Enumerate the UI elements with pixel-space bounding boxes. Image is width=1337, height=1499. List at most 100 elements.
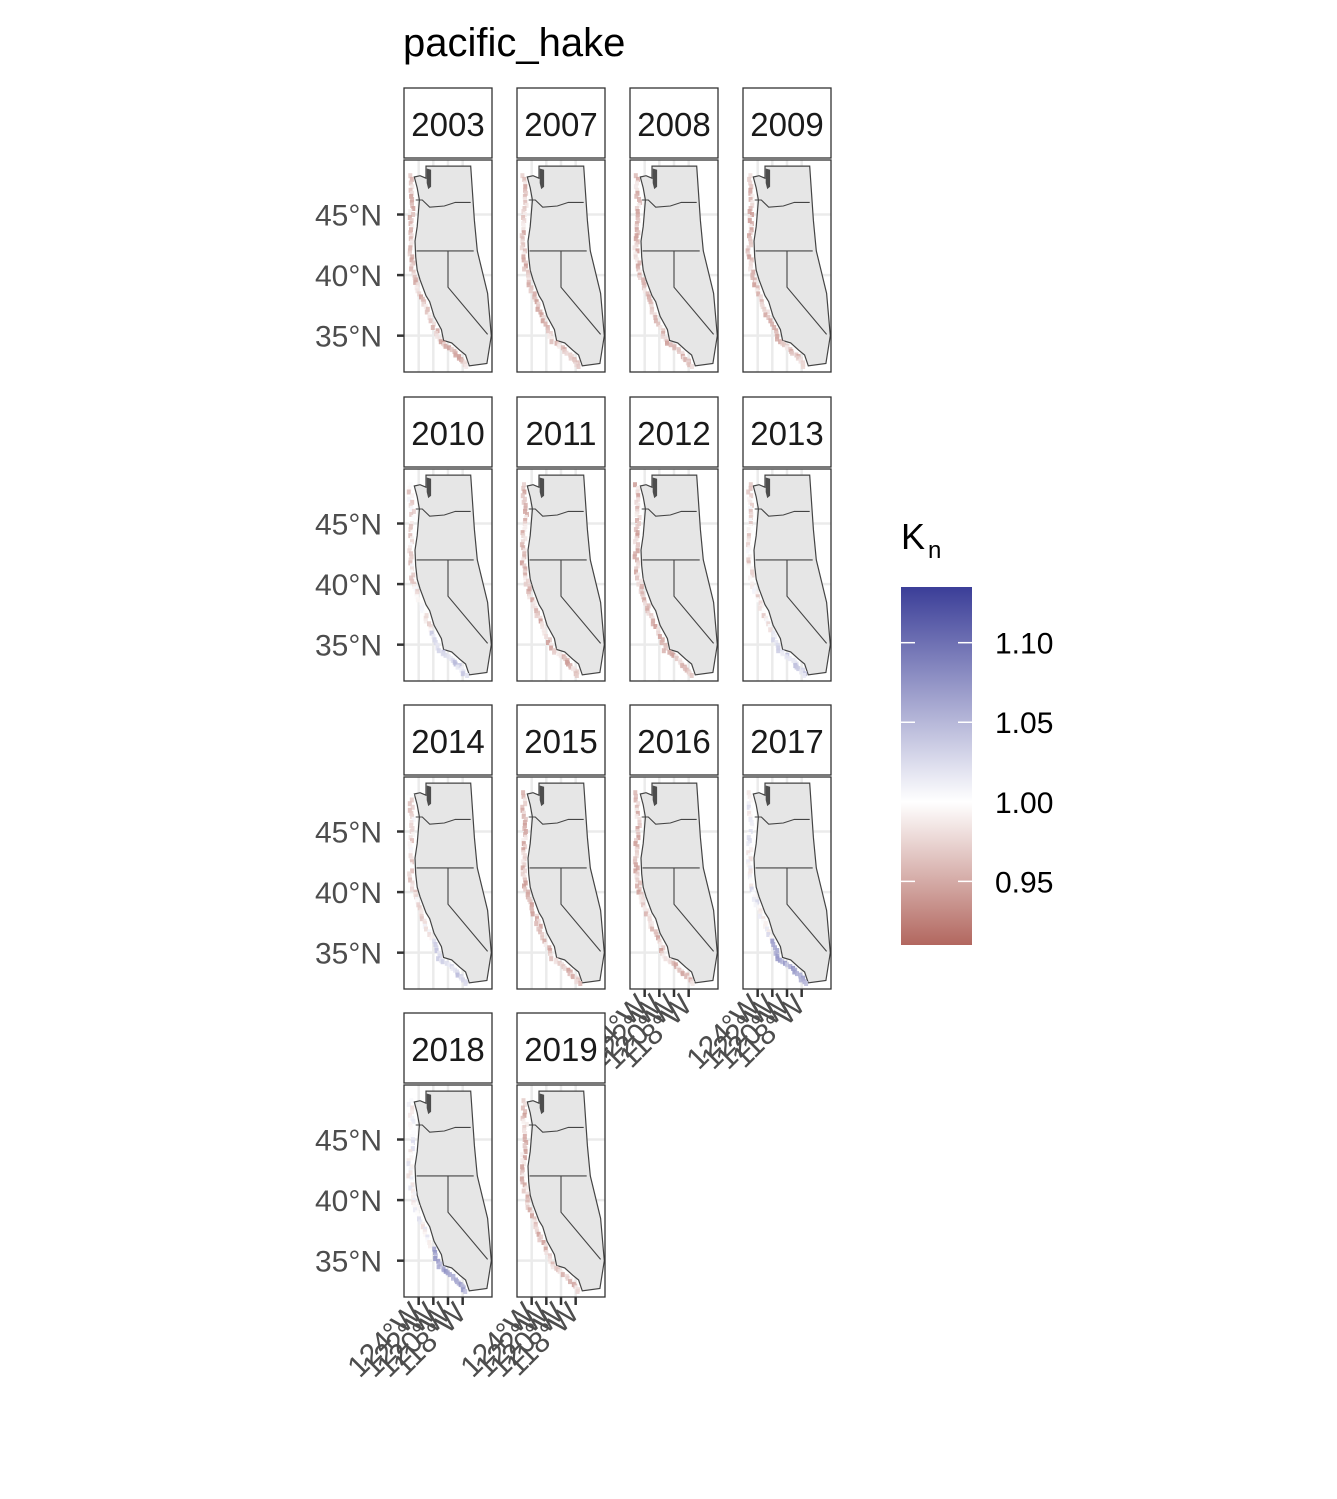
state-border: [641, 199, 697, 208]
kn-cell: [528, 899, 533, 905]
state-border: [673, 867, 715, 952]
kn-cell: [761, 613, 766, 619]
kn-cell: [522, 489, 527, 495]
state-border: [754, 508, 810, 517]
kn-cell: [409, 266, 414, 272]
kn-cell: [409, 551, 413, 557]
kn-cell: [649, 613, 654, 619]
puget-sound: [539, 168, 545, 190]
kn-cell: [637, 816, 642, 822]
kn-cell: [746, 548, 751, 554]
kn-cell: [774, 331, 779, 336]
kn-cell: [661, 328, 666, 334]
kn-cell: [573, 667, 578, 673]
kn-cell: [549, 645, 554, 651]
kn-cell: [410, 804, 415, 810]
state-border: [754, 816, 810, 825]
legend-tick-label: 1.10: [995, 628, 1053, 661]
kn-cell: [424, 926, 428, 932]
kn-cell: [571, 666, 575, 672]
kn-cell: [747, 853, 752, 859]
kn-cell: [634, 853, 639, 859]
kn-cell: [427, 932, 432, 937]
kn-cell: [750, 823, 755, 828]
kn-cell: [527, 594, 532, 600]
kn-cell: [522, 548, 527, 554]
kn-cell: [773, 950, 778, 956]
kn-cell: [446, 654, 451, 660]
kn-cell: [663, 956, 668, 962]
kn-cell: [522, 862, 527, 868]
kn-cell: [407, 251, 412, 257]
kn-cell: [408, 502, 413, 508]
kn-cell: [411, 212, 416, 217]
facet-panel-2009: 2009: [742, 87, 832, 373]
kn-cell: [636, 832, 641, 837]
kn-cell: [522, 266, 527, 272]
kn-cell: [522, 193, 527, 199]
kn-cell: [523, 518, 528, 523]
kn-cell: [634, 227, 639, 233]
panel-border: [403, 468, 493, 682]
kn-cell: [635, 248, 640, 254]
kn-cell: [746, 801, 751, 807]
kn-cell: [634, 838, 638, 844]
kn-cell: [748, 190, 753, 196]
kn-cell: [408, 482, 413, 488]
kn-cell: [427, 621, 431, 627]
kn-cell: [520, 1170, 524, 1176]
kn-cell: [410, 539, 414, 545]
facet-strip-label: 2012: [637, 415, 710, 452]
kn-cell: [653, 318, 658, 324]
kn-cell: [421, 301, 426, 307]
kn-cell: [433, 1256, 438, 1261]
kn-cell: [522, 554, 527, 560]
kn-cell: [568, 1279, 572, 1285]
kn-cell: [747, 233, 751, 239]
kn-cell: [633, 236, 638, 242]
kn-cell: [410, 1137, 415, 1142]
kn-cell: [430, 325, 435, 330]
puget-sound: [426, 168, 432, 190]
facet-strip: [403, 87, 493, 159]
kn-cell: [761, 918, 766, 924]
kn-cell: [519, 560, 524, 566]
kn-cell: [536, 304, 541, 310]
kn-cell: [749, 847, 754, 853]
kn-cell: [690, 981, 695, 986]
kn-cell: [635, 508, 640, 514]
kn-cell: [410, 838, 414, 844]
kn-cell: [407, 548, 412, 554]
kn-cell: [661, 331, 666, 336]
kn-cell: [532, 1216, 537, 1222]
kn-cell: [406, 1161, 411, 1167]
kn-cell: [566, 661, 570, 667]
legend-title: K: [901, 516, 925, 557]
kn-cell: [523, 502, 528, 508]
kn-cell: [746, 251, 751, 257]
kn-cell: [425, 1237, 430, 1243]
kn-cell: [414, 591, 419, 597]
kn-cell: [634, 569, 638, 575]
kn-cell: [747, 871, 752, 877]
kn-cell: [665, 340, 669, 346]
kn-cell: [636, 485, 641, 491]
kn-cell: [539, 312, 544, 318]
kn-cell: [746, 790, 751, 796]
kn-cell: [530, 1210, 535, 1216]
kn-cell: [671, 652, 676, 658]
kn-cell: [748, 239, 753, 245]
kn-cell: [782, 342, 786, 348]
kn-cell: [526, 269, 531, 275]
kn-cell: [573, 358, 578, 364]
panel-content: [743, 160, 831, 372]
kn-cell: [431, 634, 436, 639]
kn-cell: [440, 959, 445, 965]
kn-cell: [548, 950, 552, 956]
kn-cell: [748, 485, 753, 491]
kn-cell: [776, 648, 781, 654]
puget-sound: [539, 477, 545, 499]
kn-cell: [746, 527, 751, 533]
kn-cell: [660, 637, 665, 643]
kn-cell: [575, 1289, 580, 1294]
